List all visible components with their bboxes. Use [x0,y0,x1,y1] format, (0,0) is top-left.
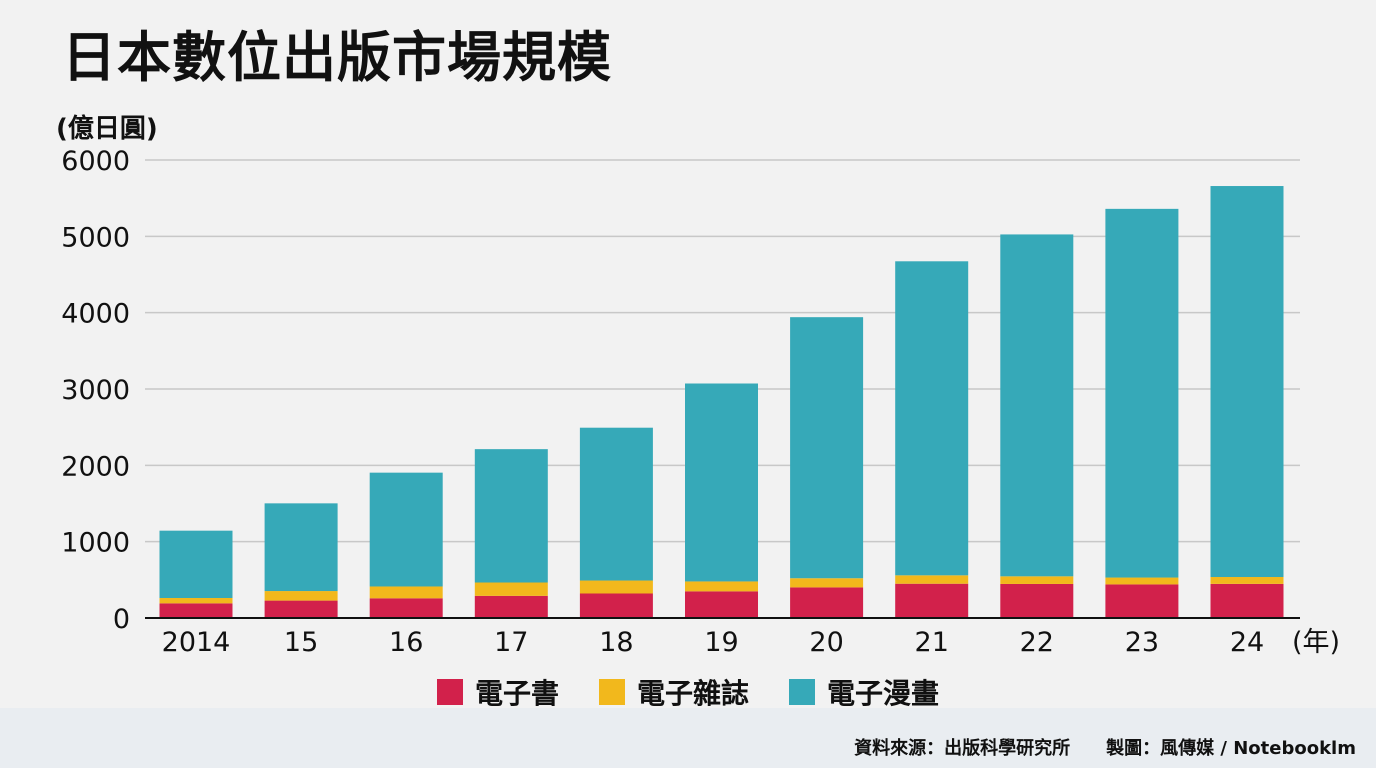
bar-emagazine-16 [369,586,443,599]
bar-ecomic-2014 [159,530,233,599]
bar-ebook-18 [579,593,653,618]
x-tick-label-16: 16 [389,627,423,658]
legend-swatch-ebook [436,679,463,705]
y-tick-label-2000: 2000 [61,451,130,482]
bar-ecomic-15 [264,503,338,592]
bar-ebook-16 [369,598,443,618]
source-credit: 資料來源：出版科學研究所 製圖：風傳媒 / Notebooklm [854,738,1356,759]
footer-bar: 資料來源：出版科學研究所 製圖：風傳媒 / Notebooklm [0,708,1376,768]
y-tick-label-4000: 4000 [61,299,130,330]
bar-ebook-22 [1000,583,1074,618]
bar-emagazine-2014 [159,598,233,604]
bar-emagazine-18 [579,580,653,594]
bar-ebook-23 [1105,584,1179,618]
legend-item-ebook: 電子書 [436,672,559,712]
bar-ecomic-19 [685,383,758,582]
bar-ecomic-21 [895,261,969,576]
chart-title: 日本數位出版市場規模 [62,26,612,89]
legend-item-emagazine: 電子雜誌 [598,672,749,712]
legend-label-emagazine: 電子雜誌 [636,677,749,710]
bar-emagazine-15 [264,591,338,601]
y-tick-label-6000: 6000 [61,146,130,177]
bar-ecomic-16 [369,472,443,587]
y-tick-label-1000: 1000 [61,528,130,559]
legend-label-ecomic: 電子漫畫 [827,677,940,710]
y-tick-label-3000: 3000 [61,375,130,406]
bar-ecomic-18 [579,427,653,581]
y-tick-label-0: 0 [113,604,130,635]
x-tick-label-21: 21 [915,627,949,658]
x-tick-label-20: 20 [809,627,843,658]
bar-ecomic-22 [1000,234,1074,577]
x-tick-label-23: 23 [1125,627,1159,658]
bar-ebook-20 [790,587,864,618]
bar-emagazine-17 [474,582,548,596]
bar-ecomic-24 [1210,186,1284,578]
x-tick-label-22: 22 [1020,627,1054,658]
bar-emagazine-24 [1210,577,1284,584]
y-axis-unit-label: (億日圓) [56,114,158,144]
legend-swatch-ecomic [789,679,815,705]
bar-emagazine-20 [790,578,864,588]
bar-emagazine-19 [685,581,758,592]
bar-ebook-21 [895,583,969,618]
bar-emagazine-21 [895,575,969,584]
bar-ebook-2014 [159,603,233,618]
x-tick-label-19: 19 [704,627,738,658]
bar-ecomic-23 [1105,208,1179,578]
chart-legend: 電子書 電子雜誌 電子漫畫 [0,672,1376,712]
x-axis-unit-label: (年) [1292,627,1340,658]
bar-ebook-24 [1210,583,1284,618]
bar-ecomic-20 [790,317,864,579]
x-tick-label-24: 24 [1230,627,1264,658]
bar-ecomic-17 [474,449,548,583]
legend-swatch-emagazine [598,679,625,705]
bar-ebook-19 [685,591,758,618]
legend-item-ecomic: 電子漫畫 [789,672,939,712]
bar-emagazine-23 [1105,577,1179,585]
x-tick-label-18: 18 [599,627,633,658]
bar-ebook-15 [264,600,338,618]
y-tick-label-5000: 5000 [61,222,130,253]
x-tick-label-2014: 2014 [162,627,231,658]
legend-label-ebook: 電子書 [474,677,559,710]
bar-ebook-17 [474,595,548,618]
bar-emagazine-22 [1000,576,1074,584]
x-tick-label-17: 17 [494,627,528,658]
x-tick-label-15: 15 [284,627,318,658]
